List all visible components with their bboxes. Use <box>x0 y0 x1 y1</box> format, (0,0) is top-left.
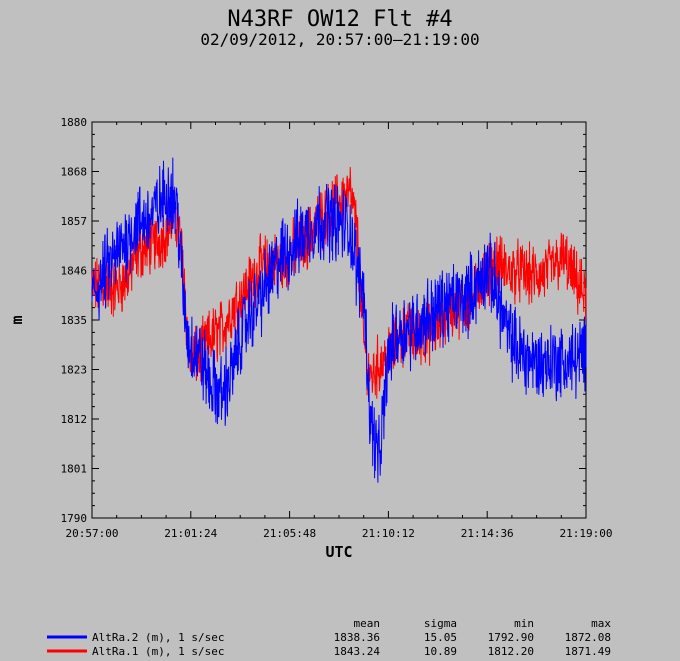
series-line-altra2 <box>91 157 587 483</box>
x-tick-label: 21:10:12 <box>362 527 415 540</box>
legend-header-mean: mean <box>354 617 381 630</box>
legend-header-max: max <box>591 617 611 630</box>
y-axis: 1880 1868 1857 1846 1835 1823 1812 1801 1790 <box>61 116 586 525</box>
y-tick-label: 1857 <box>61 215 88 228</box>
legend-label-blue: AltRa.2 (m), 1 s/sec <box>92 631 224 644</box>
y-tick-label: 1790 <box>61 512 88 525</box>
legend-max-red: 1871.49 <box>565 645 611 658</box>
y-tick-label: 1812 <box>61 413 88 426</box>
legend-min-blue: 1792.90 <box>488 631 534 644</box>
x-tick-label: 21:01:24 <box>164 527 217 540</box>
chart-subtitle: 02/09/2012, 20:57:00–21:19:00 <box>200 30 479 49</box>
plot-area <box>91 121 587 519</box>
y-tick-label: 1823 <box>61 364 88 377</box>
legend-label-red: AltRa.1 (m), 1 s/sec <box>92 645 224 658</box>
x-axis-label: UTC <box>325 543 352 561</box>
y-tick-label: 1846 <box>61 265 88 278</box>
y-tick-label: 1868 <box>61 166 88 179</box>
legend-header-sigma: sigma <box>424 617 457 630</box>
y-tick-label: 1880 <box>61 116 88 129</box>
legend-mean-red: 1843.24 <box>334 645 381 658</box>
legend: mean sigma min max AltRa.2 (m), 1 s/sec … <box>47 617 611 658</box>
legend-sigma-red: 10.89 <box>424 645 457 658</box>
x-tick-label: 21:14:36 <box>461 527 514 540</box>
legend-header-min: min <box>514 617 534 630</box>
y-tick-label: 1835 <box>61 314 88 327</box>
legend-min-red: 1812.20 <box>488 645 534 658</box>
legend-mean-blue: 1838.36 <box>334 631 380 644</box>
x-tick-label: 21:19:00 <box>560 527 613 540</box>
series-layer <box>91 157 587 483</box>
x-tick-label: 20:57:00 <box>66 527 119 540</box>
chart-title: N43RF OW12 Flt #4 <box>227 7 452 32</box>
x-tick-label: 21:05:48 <box>263 527 316 540</box>
legend-sigma-blue: 15.05 <box>424 631 457 644</box>
legend-max-blue: 1872.08 <box>565 631 611 644</box>
y-tick-label: 1801 <box>61 463 88 476</box>
y-axis-label: m <box>8 315 26 324</box>
x-axis: 20:57:00 21:01:24 21:05:48 21:10:12 21:14:36… <box>66 122 613 540</box>
